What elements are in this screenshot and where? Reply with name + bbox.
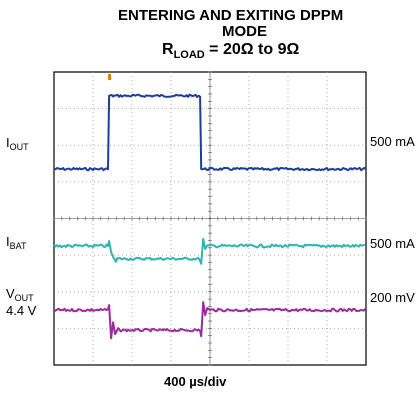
vout-label: VOUT	[6, 287, 34, 305]
title-r: R	[162, 41, 174, 58]
vout-label-main: V	[6, 286, 15, 301]
ibat-label-main: I	[6, 234, 10, 249]
ibat-scale: 500 mA	[370, 236, 415, 251]
grid	[53, 71, 367, 366]
iout-label-main: I	[6, 135, 10, 150]
iout-label: IOUT	[6, 136, 29, 154]
ibat-label-sub: BAT	[9, 241, 27, 251]
trace-ibat	[53, 238, 366, 265]
x-axis-label: 400 µs/div	[164, 374, 227, 389]
trigger-marker	[108, 74, 112, 80]
title-r-sub: LOAD	[173, 49, 205, 61]
ibat-label: IBAT	[6, 235, 26, 253]
vout-level: 4.4 V	[6, 303, 37, 318]
title-rest: = 20Ω to 9Ω	[204, 41, 300, 58]
title-line-3: RLOAD = 20Ω to 9Ω	[162, 42, 299, 63]
title-line-2: MODE	[222, 23, 267, 40]
vout-label-sub: OUT	[14, 293, 34, 303]
traces	[53, 74, 367, 340]
trace-vout	[53, 301, 366, 340]
vout-scale: 200 mV	[370, 290, 415, 305]
trace-iout	[53, 93, 367, 172]
iout-scale: 500 mA	[370, 134, 415, 149]
iout-label-sub: OUT	[9, 142, 29, 152]
title-line-1: ENTERING AND EXITING DPPM	[118, 7, 344, 24]
chart-title: ENTERING AND EXITING DPPM MODE RLOAD = 2…	[0, 8, 418, 70]
